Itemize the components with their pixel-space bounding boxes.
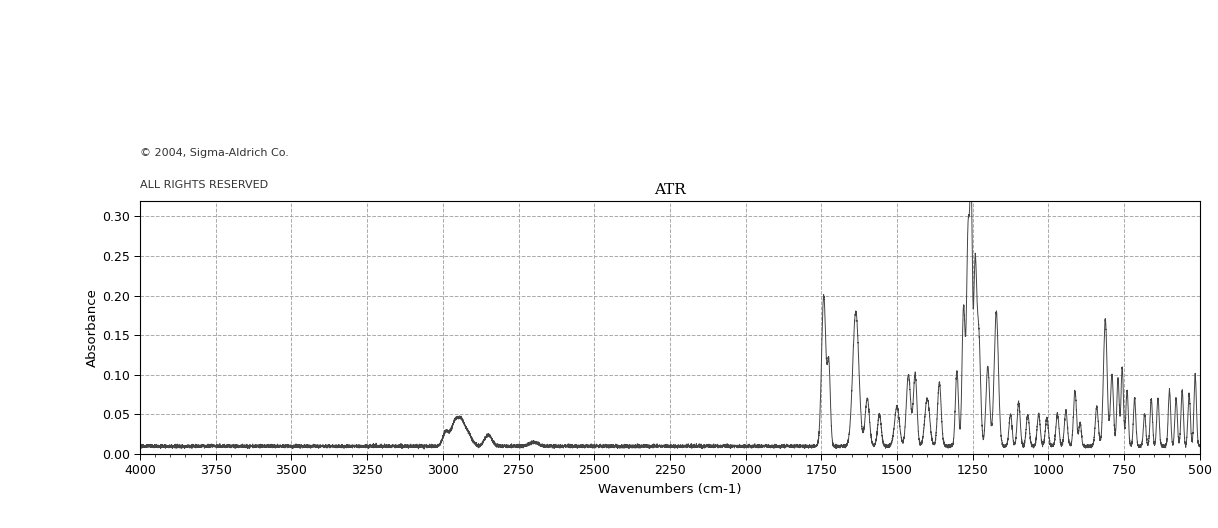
- X-axis label: Wavenumbers (cm-1): Wavenumbers (cm-1): [598, 483, 742, 496]
- Title: ATR: ATR: [654, 183, 686, 197]
- Y-axis label: Absorbance: Absorbance: [86, 288, 99, 367]
- Text: ALL RIGHTS RESERVED: ALL RIGHTS RESERVED: [140, 180, 268, 190]
- Text: © 2004, Sigma-Aldrich Co.: © 2004, Sigma-Aldrich Co.: [140, 148, 289, 158]
